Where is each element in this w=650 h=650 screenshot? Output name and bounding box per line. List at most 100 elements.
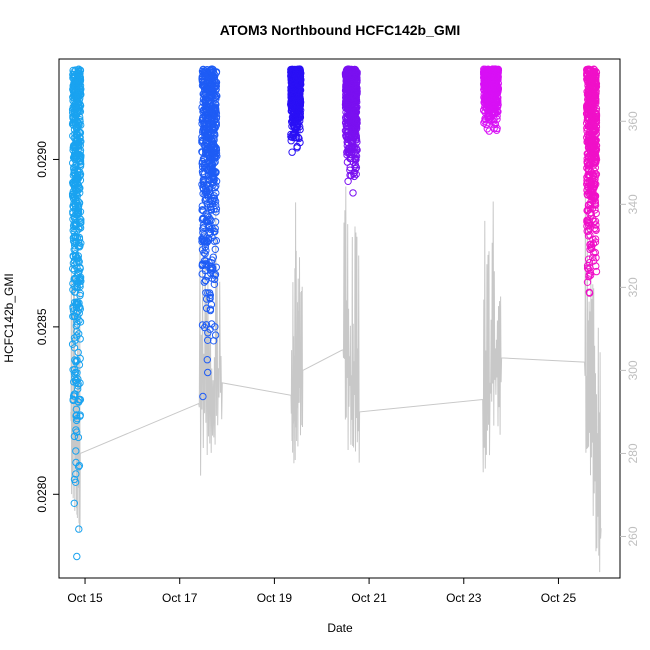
data-point <box>71 373 79 381</box>
data-point <box>70 378 78 386</box>
data-point <box>198 321 207 329</box>
data-point <box>74 92 83 101</box>
data-point <box>74 463 83 471</box>
data-point <box>73 179 82 188</box>
data-point <box>292 74 301 82</box>
data-point <box>590 249 598 257</box>
data-point <box>204 96 212 105</box>
data-point <box>342 71 351 80</box>
data-point <box>69 97 77 105</box>
data-point <box>202 187 211 195</box>
data-point <box>204 79 212 87</box>
data-point <box>351 156 359 164</box>
data-point <box>584 221 593 229</box>
data-point <box>70 141 79 149</box>
data-point <box>292 86 301 94</box>
data-point <box>74 202 83 211</box>
data-point <box>481 98 489 107</box>
data-point <box>72 198 81 206</box>
data-point <box>352 151 360 159</box>
data-point <box>72 416 81 425</box>
data-point <box>71 171 79 179</box>
data-point <box>583 264 592 272</box>
x-axis-label: Date <box>327 621 353 635</box>
data-point <box>591 193 599 201</box>
data-point <box>490 124 498 133</box>
data-point <box>206 291 215 299</box>
data-point <box>74 382 82 390</box>
data-point <box>72 447 80 455</box>
data-point <box>74 140 82 148</box>
data-point <box>592 142 600 150</box>
data-point <box>588 244 596 253</box>
data-point <box>70 344 79 352</box>
data-point <box>71 390 79 398</box>
data-point <box>69 222 78 230</box>
data-point <box>493 102 501 110</box>
data-point <box>212 208 220 216</box>
data-point <box>587 168 595 176</box>
data-point <box>591 164 599 172</box>
data-point <box>484 113 492 122</box>
data-point <box>287 137 295 145</box>
data-point <box>203 356 212 364</box>
data-point <box>76 241 84 250</box>
data-point <box>482 93 490 101</box>
data-point <box>205 134 214 142</box>
data-point <box>211 109 219 117</box>
y2-tick-label: 340 <box>626 194 640 214</box>
data-point <box>198 148 207 157</box>
data-point <box>74 65 83 74</box>
data-point <box>204 289 212 297</box>
x-tick-label: Oct 17 <box>162 591 198 605</box>
data-point <box>199 207 208 215</box>
data-point <box>586 205 594 213</box>
data-point <box>75 70 84 78</box>
data-point <box>201 276 210 285</box>
data-point <box>73 277 81 285</box>
data-point <box>346 166 354 174</box>
data-point <box>71 104 79 113</box>
data-point <box>75 525 83 533</box>
data-point <box>72 470 80 478</box>
data-point <box>72 412 80 420</box>
data-point <box>74 119 82 128</box>
data-point <box>585 101 594 109</box>
data-point <box>583 105 591 114</box>
data-point <box>75 233 84 242</box>
data-point <box>481 82 489 91</box>
data-point <box>288 122 296 130</box>
data-point <box>211 270 220 279</box>
data-point <box>203 125 211 133</box>
data-point <box>288 103 296 112</box>
data-point <box>352 170 360 178</box>
data-point <box>587 87 595 95</box>
data-point <box>210 275 219 284</box>
data-point <box>200 323 209 332</box>
data-point <box>585 219 593 227</box>
data-point <box>480 106 488 115</box>
data-point <box>591 235 600 243</box>
data-point <box>71 312 79 320</box>
x-tick-label: Oct 23 <box>446 591 482 605</box>
data-point <box>210 280 219 288</box>
data-point <box>203 141 212 149</box>
data-point <box>212 263 221 271</box>
data-point <box>350 71 358 79</box>
data-point <box>72 358 80 366</box>
data-point <box>202 100 210 109</box>
data-point <box>348 107 356 115</box>
data-point <box>202 246 210 255</box>
data-point <box>76 305 85 313</box>
data-point <box>589 115 597 124</box>
data-point <box>493 97 501 106</box>
data-point <box>68 340 77 348</box>
y2-tick-label: 260 <box>626 526 640 546</box>
data-point <box>493 112 501 120</box>
data-point <box>343 103 351 111</box>
data-point <box>69 312 77 321</box>
data-point <box>585 289 594 297</box>
data-point <box>493 115 501 123</box>
data-point <box>207 146 215 154</box>
data-point <box>586 172 594 181</box>
